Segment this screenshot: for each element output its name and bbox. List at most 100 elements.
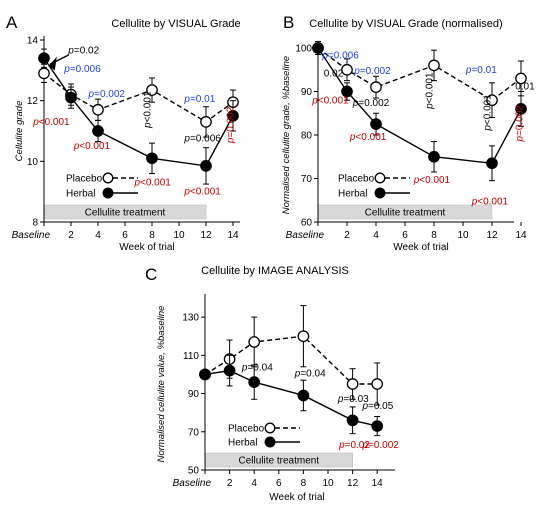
p-value-label: p=0.006 [183,134,221,145]
x-tick-label: 10 [173,230,185,241]
p-value-label: p=0.01 [465,65,497,76]
y-tick-label: 70 [188,427,200,438]
p-value-label: 0.02 [324,68,344,79]
data-point [370,118,382,130]
data-point [92,125,104,137]
y-tick-label: 110 [183,351,199,362]
y-tick-label: 60 [301,218,313,229]
p-value-label: p<0.001 [143,91,154,129]
data-point [297,389,310,402]
y-tick-label: 130 [182,313,199,324]
p-value-label: p<0.001 [425,72,436,110]
p-value-label: p<0.001 [349,132,387,143]
x-tick-label: 2 [68,230,74,241]
p-value-label: p<0.001 [73,141,111,152]
data-point [248,376,261,388]
y-tick-label: 90 [188,389,200,400]
y-axis-title: Normalised cellulite grade, %baseline [281,56,292,214]
data-point [65,91,77,104]
p-value-label: p=0.04 [241,363,273,374]
data-point [38,67,50,80]
arrow-head [48,56,57,71]
legend-label: Placebo [228,424,265,435]
legend-marker [374,172,386,184]
x-tick-label: 4 [251,478,257,489]
p-value-label: p<0.001 [133,178,171,189]
series-herbal [199,354,384,437]
y-tick-label: 10 [27,157,39,168]
p-value-label: p=0.002 [88,89,126,100]
x-tick-label: 12 [200,230,212,241]
p-value-label: p=0.03 [337,394,369,405]
y-axis-title: Normalised cellulite value, %baseline [156,306,167,463]
legend: Placebo Herbal [228,422,300,449]
p-value-label: p=0.02 [338,440,370,451]
data-point [200,116,212,128]
data-point [341,63,353,76]
data-point [38,52,50,65]
p-value-label: p=0.002 [361,440,399,451]
data-point [346,414,359,427]
p-value-label: p<0.001 [471,197,509,208]
data-point [312,42,324,54]
x-tick-label: 10 [457,230,469,241]
x-tick-label: 4 [373,230,379,241]
data-point [146,84,158,96]
x-tick-label: 8 [149,230,155,241]
data-point [146,152,158,165]
x-tick-label: 2 [227,478,233,489]
data-point [428,59,440,72]
data-point [346,378,359,390]
legend-label: Herbal [66,189,95,200]
x-tick-label: 2 [344,230,350,241]
data-point [297,330,310,343]
data-point [92,103,104,116]
x-axis-title: Week of trial [119,242,174,253]
x-tick-label: 12 [347,478,359,489]
chart-title: Cellulite by VISUAL Grade (normalised) [309,18,502,30]
legend: Placebo Herbal [66,172,138,200]
x-tick-label: Baseline [173,478,212,489]
p-value-label: p<0.001 [413,175,451,186]
chart-title: Cellulite by VISUAL Grade [111,18,240,30]
x-tick-label: 12 [486,230,498,241]
x-tick-label: 8 [431,230,437,241]
y-tick-label: 100 [295,44,312,55]
p-value-label: p<0.001 [183,187,221,198]
legend-label: Placebo [66,174,103,185]
x-tick-label: 6 [276,478,282,489]
data-point [248,336,261,348]
x-tick-label: Baseline [12,230,51,241]
legend-marker [102,172,114,184]
y-tick-label: 90 [301,87,313,98]
legend-marker [264,436,276,448]
data-point [428,150,440,163]
x-tick-label: Baseline [286,230,325,241]
x-tick-label: 14 [515,230,527,241]
x-tick-label: 14 [372,478,384,489]
legend-label: Herbal [338,189,367,200]
x-tick-label: 6 [122,230,128,241]
x-tick-label: 4 [95,230,101,241]
p-value-label: p=0.002 [353,66,391,77]
x-tick-label: 10 [322,478,334,489]
treatment-band-label: Cellulite treatment [85,208,166,219]
panel-b: B Cellulite by VISUAL Grade (normalised) C… [281,13,535,253]
p-value-label: p=0.002 [352,98,390,109]
treatment-band-label: Cellulite treatment [239,456,320,467]
p-value-label: p=0.002 [514,105,525,143]
y-tick-label: 8 [32,218,38,229]
panel-c: C Cellulite by IMAGE ANALYSIS Cellulite tr… [145,265,399,503]
data-point [515,103,527,115]
series-placebo [312,40,527,119]
y-tick-label: 80 [301,131,313,142]
legend: Placebo Herbal [338,172,410,200]
p-value-label: p=0.04 [294,368,326,379]
data-point [200,160,212,172]
y-axis-title: Cellulite grade [14,101,25,162]
p-value-label: p=0.05 [361,401,393,412]
y-tick-label: 14 [27,36,39,47]
series-herbal [38,48,239,185]
series-herbal [312,40,527,182]
